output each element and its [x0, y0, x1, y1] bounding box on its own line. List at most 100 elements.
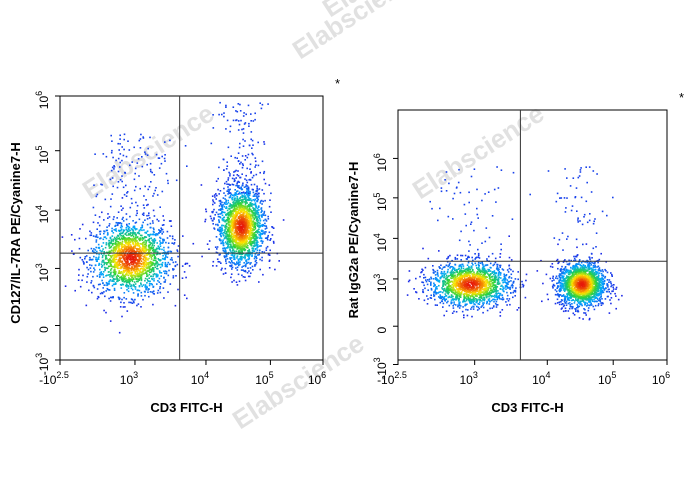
- event-point: [448, 264, 450, 267]
- event-point: [512, 296, 514, 299]
- event-point: [158, 232, 160, 234]
- event-point: [498, 268, 500, 271]
- event-point: [450, 271, 453, 274]
- event-point: [142, 258, 144, 260]
- event-point: [155, 247, 158, 250]
- event-point: [147, 147, 149, 150]
- event-point: [102, 259, 105, 262]
- event-point: [460, 288, 463, 291]
- event-point: [184, 145, 187, 147]
- event-point: [145, 248, 148, 250]
- event-point: [152, 222, 154, 224]
- event-point: [488, 299, 490, 302]
- event-point: [142, 284, 145, 286]
- event-point: [230, 155, 232, 157]
- event-point: [127, 290, 130, 293]
- event-point: [479, 292, 482, 294]
- event-point: [231, 224, 234, 226]
- event-point: [259, 220, 262, 222]
- event-point: [222, 242, 225, 244]
- event-point: [120, 301, 122, 304]
- event-point: [249, 202, 252, 204]
- event-point: [110, 240, 113, 242]
- event-point: [61, 236, 64, 238]
- event-point: [128, 255, 130, 257]
- event-point: [109, 269, 112, 271]
- event-point: [215, 251, 218, 254]
- event-point: [140, 279, 143, 282]
- event-point: [150, 275, 152, 278]
- event-point: [237, 242, 239, 244]
- event-point: [492, 298, 494, 301]
- event-point: [120, 271, 123, 273]
- event-point: [169, 250, 171, 253]
- event-point: [256, 220, 259, 223]
- event-point: [85, 255, 88, 257]
- event-point: [137, 158, 140, 160]
- event-point: [150, 271, 152, 274]
- event-point: [240, 255, 243, 258]
- event-point: [117, 263, 119, 266]
- event-point: [466, 274, 469, 276]
- event-point: [233, 234, 236, 236]
- event-point: [247, 187, 250, 189]
- event-point: [95, 258, 97, 261]
- event-point: [143, 195, 145, 197]
- event-point: [152, 239, 155, 242]
- event-point: [163, 251, 166, 253]
- event-point: [459, 270, 462, 273]
- event-point: [151, 171, 153, 174]
- event-point: [90, 270, 92, 273]
- event-point: [124, 306, 126, 308]
- event-point: [251, 254, 253, 256]
- event-point: [111, 235, 114, 237]
- event-point: [229, 249, 231, 251]
- event-point: [164, 160, 166, 162]
- event-point: [245, 215, 247, 217]
- event-point: [243, 225, 246, 228]
- event-point: [113, 168, 115, 170]
- event-point: [125, 272, 128, 274]
- event-point: [480, 288, 483, 290]
- event-point: [82, 274, 84, 277]
- event-point: [248, 209, 251, 212]
- event-point: [268, 205, 271, 208]
- event-point: [251, 223, 253, 226]
- event-point: [488, 255, 490, 258]
- event-point: [270, 211, 272, 213]
- event-point: [264, 222, 266, 225]
- event-point: [227, 245, 230, 247]
- event-point: [226, 161, 228, 163]
- event-point: [494, 274, 497, 277]
- event-point: [449, 271, 452, 274]
- event-point: [460, 272, 463, 274]
- event-point: [133, 225, 136, 228]
- event-point: [257, 225, 260, 227]
- event-point: [220, 212, 223, 215]
- event-point: [501, 296, 504, 299]
- event-point: [246, 209, 248, 212]
- event-point: [235, 223, 237, 226]
- event-point: [164, 258, 166, 261]
- event-point: [235, 192, 237, 194]
- event-point: [253, 195, 256, 197]
- event-point: [509, 287, 511, 289]
- event-point: [233, 239, 236, 241]
- event-point: [268, 254, 271, 256]
- event-point: [267, 103, 269, 105]
- event-point: [245, 262, 248, 265]
- event-point: [231, 205, 234, 207]
- event-point: [229, 247, 231, 249]
- event-point: [145, 254, 148, 256]
- event-point: [221, 201, 223, 204]
- y-axis-title: CD127/IL-7RA PE/Cyanine7-H: [8, 142, 23, 324]
- event-point: [252, 223, 255, 226]
- event-point: [455, 278, 458, 281]
- event-point: [237, 246, 240, 249]
- event-point: [98, 274, 101, 276]
- event-point: [149, 222, 152, 225]
- event-point: [224, 182, 226, 185]
- event-point: [230, 236, 232, 239]
- event-point: [125, 240, 127, 242]
